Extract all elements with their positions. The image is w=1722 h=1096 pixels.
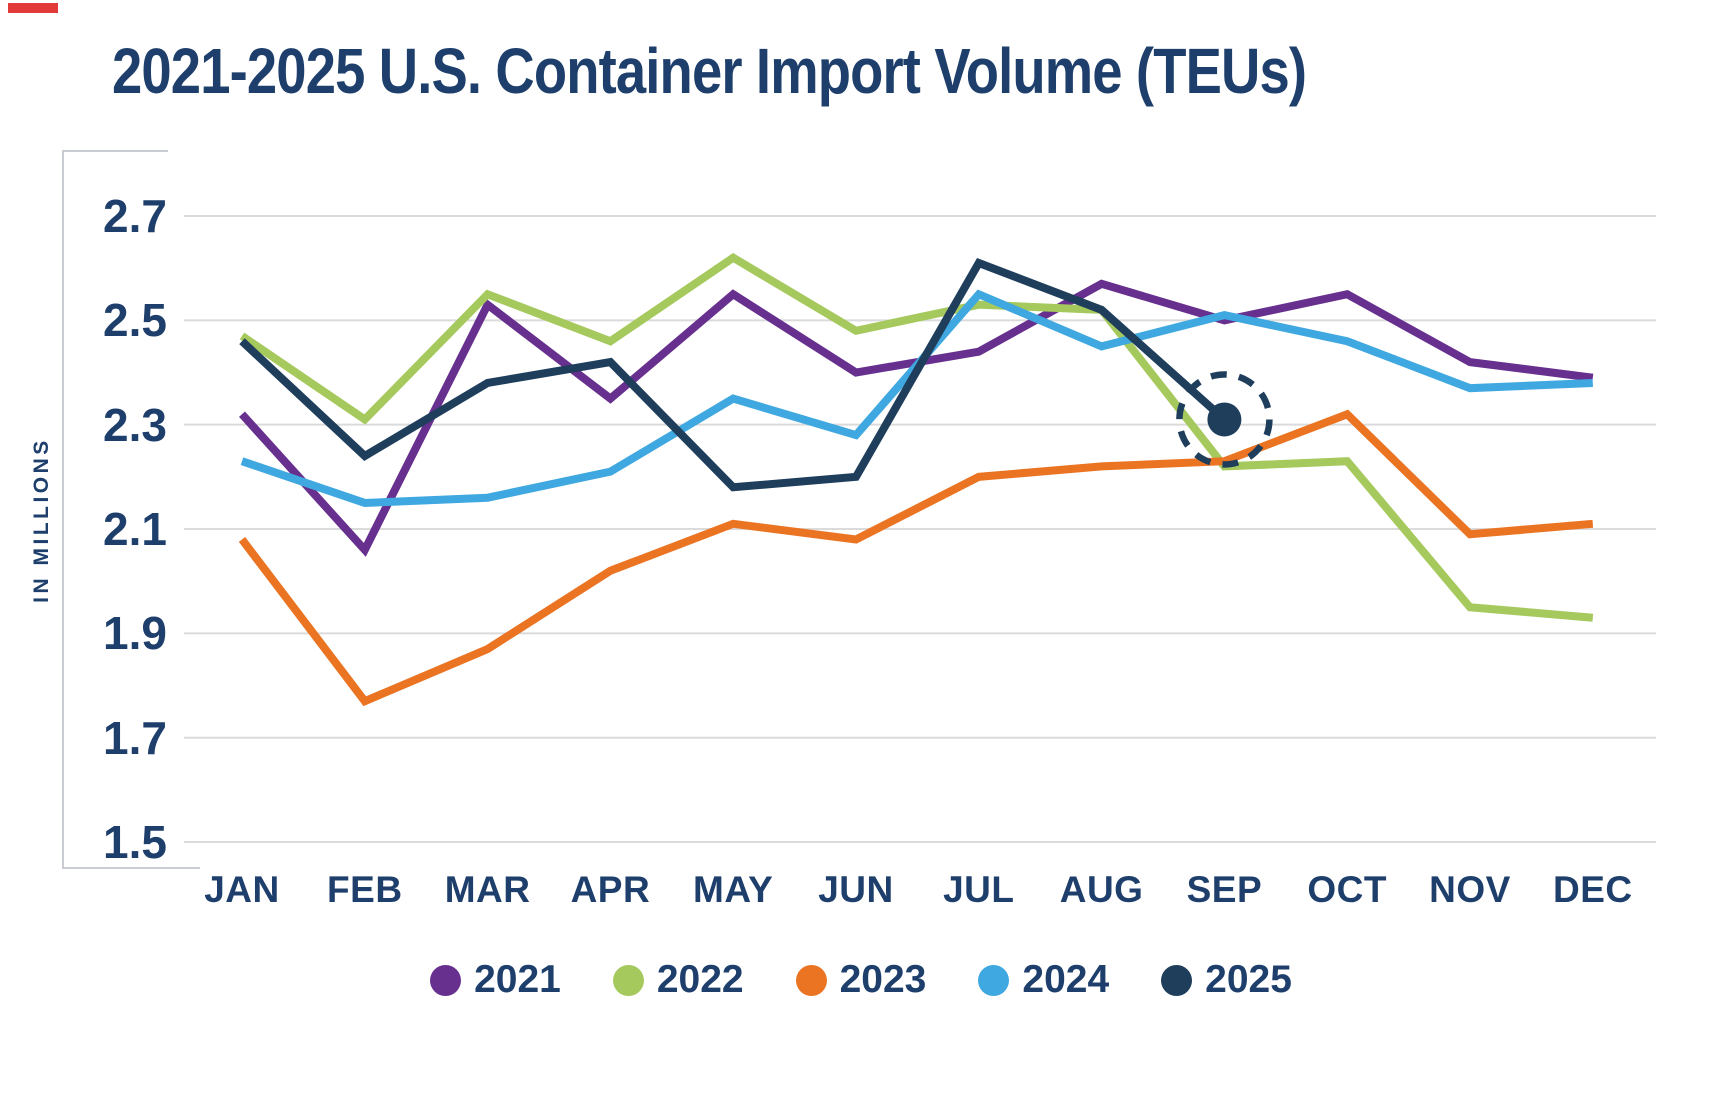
x-month-label: APR xyxy=(570,869,651,910)
y-tick-label: 2.5 xyxy=(103,294,167,347)
page-title: 2021-2025 U.S. Container Import Volume (… xyxy=(112,35,1307,107)
legend-item-2022: 2022 xyxy=(612,958,744,1002)
legend-item-2023: 2023 xyxy=(795,958,927,1002)
legend-item-2025: 2025 xyxy=(1161,958,1292,1002)
x-month-label: DEC xyxy=(1552,869,1633,910)
highlight-dashed-ring xyxy=(1176,371,1273,468)
screen-artifact xyxy=(8,3,58,13)
y-tick-label: 2.1 xyxy=(103,503,167,556)
legend-label-2021: 2021 xyxy=(474,958,561,1001)
y-tick-label: 1.5 xyxy=(103,816,167,869)
legend-dot-2025 xyxy=(1161,964,1193,996)
legend-item-2024: 2024 xyxy=(978,958,1109,1002)
x-month-label: MAY xyxy=(693,869,774,910)
y-tick-label: 1.7 xyxy=(103,711,167,764)
x-month-label: FEB xyxy=(327,869,403,910)
y-tick-label: 2.7 xyxy=(103,190,167,242)
chart-legend: 2021 2022 2023 2024 2025 xyxy=(0,958,1722,1002)
legend-label-2023: 2023 xyxy=(839,958,927,1001)
y-tick-label: 2.3 xyxy=(103,398,167,451)
x-month-label: SEP xyxy=(1186,869,1263,910)
legend-item-2021: 2021 xyxy=(430,958,561,1002)
y-axis-title: IN MILLIONS xyxy=(30,437,53,603)
x-month-label: MAR xyxy=(444,869,531,910)
legend-label-2022: 2022 xyxy=(656,958,744,1001)
legend-dot-2023 xyxy=(795,964,827,996)
legend-dot-2024 xyxy=(978,964,1010,996)
legend-dot-2021 xyxy=(430,964,462,996)
x-month-label: NOV xyxy=(1429,869,1511,910)
x-month-label: OCT xyxy=(1307,869,1387,910)
legend-label-2024: 2024 xyxy=(1022,958,1110,1001)
x-month-label: AUG xyxy=(1059,869,1144,910)
highlight-dot xyxy=(1207,402,1242,437)
legend-dot-2022 xyxy=(612,964,644,996)
legend-label-2025: 2025 xyxy=(1205,958,1292,1001)
x-month-label: JUL xyxy=(943,869,1015,910)
x-month-label: JAN xyxy=(204,869,280,910)
y-tick-label: 1.9 xyxy=(103,607,167,660)
x-month-label: JUN xyxy=(818,869,894,910)
